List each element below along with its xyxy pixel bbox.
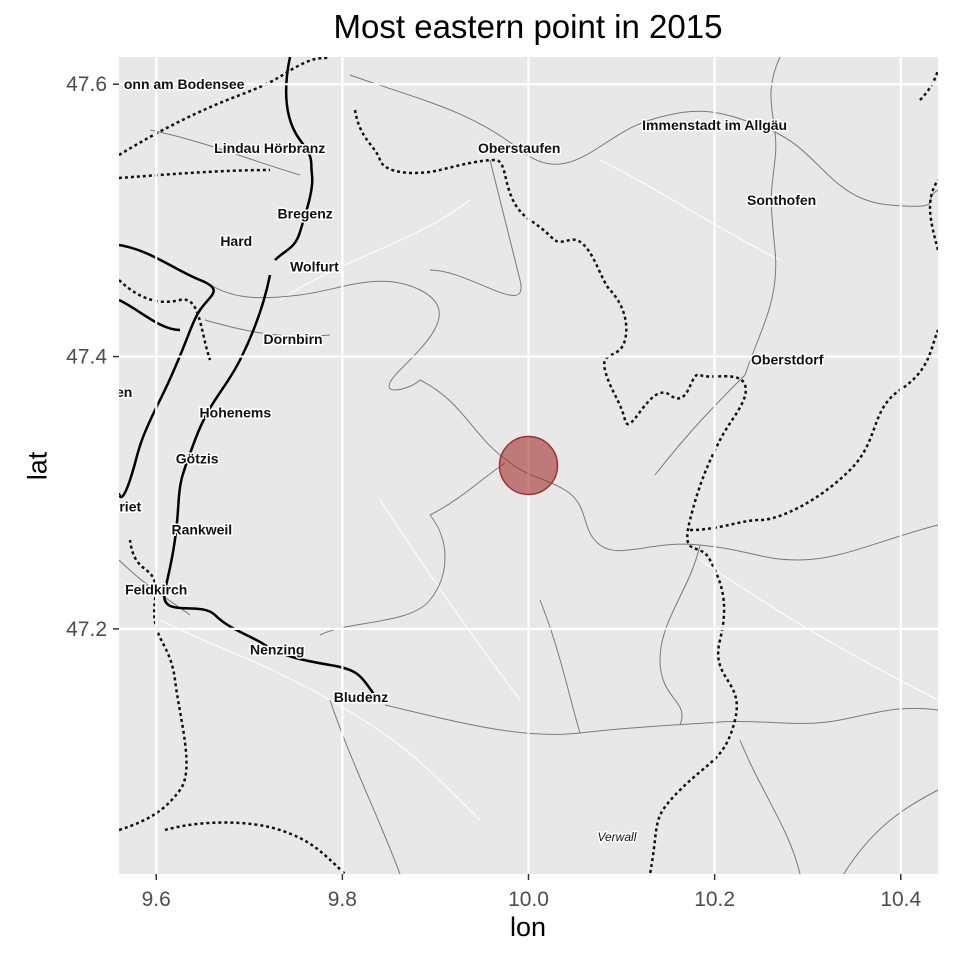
place-label: Bregenz [278, 206, 333, 222]
place-label: ten [111, 384, 132, 400]
place-label: Lindau Hörbranz [214, 140, 325, 156]
y-tick-label: 47.4 [66, 346, 107, 369]
place-label: Feldkirch [125, 581, 187, 597]
axis-ticks: 9.6 9.8 10.0 10.2 10.4 47.6 47.4 47.2 [66, 73, 921, 911]
x-axis-label: lon [509, 912, 547, 942]
place-label: Hard [220, 233, 252, 249]
x-tick-label: 10.0 [508, 888, 549, 911]
x-tick-label: 9.6 [142, 888, 171, 911]
grid-lines [119, 57, 938, 874]
x-tick-label: 10.4 [880, 888, 921, 911]
place-label: Rankweil [171, 521, 232, 537]
place-label: Oberstaufen [478, 140, 560, 156]
place-label: Hohenems [200, 404, 272, 420]
y-tick-label: 47.2 [66, 618, 107, 641]
place-label: Nenzing [250, 641, 304, 657]
basemap-lines [119, 57, 938, 874]
data-points [498, 435, 559, 496]
place-label: Oberstdorf [751, 351, 824, 367]
chart-title: Most eastern point in 2015 [333, 8, 723, 45]
x-tick-label: 9.8 [328, 888, 357, 911]
x-tick-label: 10.2 [694, 888, 735, 911]
place-label: Immenstadt im Allgäu [642, 117, 787, 133]
place-label: Wolfurt [290, 259, 339, 275]
place-label: onn am Bodensee [124, 76, 245, 92]
place-label: erriet [106, 498, 141, 514]
place-label: Sonthofen [747, 192, 816, 208]
place-label: Götzis [176, 451, 219, 467]
place-label: Bludenz [334, 689, 388, 705]
y-axis-label: lat [22, 451, 53, 481]
place-label: Verwall [597, 830, 636, 844]
place-labels: onn am Bodensee Lindau Hörbranz Oberstaufe… [106, 75, 825, 846]
y-tick-label: 47.6 [66, 73, 107, 96]
place-label: Dornbirn [263, 331, 322, 347]
data-point[interactable] [498, 435, 559, 496]
